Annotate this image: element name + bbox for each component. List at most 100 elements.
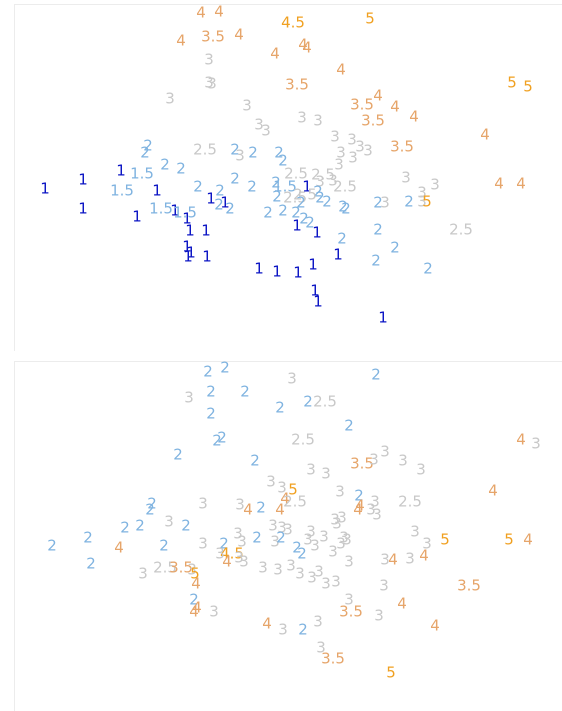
scatter-point-label: 3: [297, 109, 307, 127]
scatter-point-label: 2: [248, 144, 258, 162]
scatter-point-label: 2: [297, 545, 307, 563]
scatter-point-label: 2.5: [291, 431, 315, 449]
scatter-point-label: 1.5: [273, 178, 297, 196]
scatter-point-label: 2: [404, 193, 414, 211]
scatter-point-label: 1: [272, 263, 282, 281]
scatter-point-label: 3: [347, 131, 357, 149]
scatter-point-label: 3: [313, 613, 323, 631]
scatter-point-label: 3: [261, 122, 271, 140]
scatter-point-label: 1.5: [173, 204, 197, 222]
scatter-point-label: 4: [355, 497, 365, 515]
scatter-point-label: 3: [233, 525, 243, 543]
scatter-point-label: 4: [262, 615, 272, 633]
scatter-point-label: 2.5: [284, 165, 308, 183]
scatter-point-label: 3: [307, 569, 317, 587]
scatter-point-label: 1: [254, 260, 264, 278]
scatter-point-label: 4: [390, 98, 400, 116]
scatter-point-label: 2: [230, 170, 240, 188]
scatter-point-label: 3: [187, 561, 197, 579]
scatter-point-label: 3: [138, 565, 148, 583]
scatter-point-label: 4: [523, 531, 533, 549]
scatter-point-label: 2: [274, 144, 284, 162]
scatter-point-label: 4: [222, 553, 232, 571]
scatter-point-label: 2.5: [153, 559, 177, 577]
scatter-point-label: 1: [132, 208, 142, 226]
scatter-point-label: 1: [313, 293, 323, 311]
scatter-point-label: 2: [315, 189, 325, 207]
scatter-point-label: 3: [331, 573, 341, 591]
scatter-point-label: 2: [423, 260, 433, 278]
scatter-point-label: 3: [319, 528, 329, 546]
scatter-point-label: 1.5: [149, 200, 173, 218]
scatter-point-label: 2: [181, 517, 191, 535]
scatter-point-label: 2: [147, 495, 157, 513]
scatter-point-label: 2: [390, 239, 400, 257]
scatter-point-label: 2: [135, 517, 145, 535]
scatter-point-label: 3: [370, 493, 380, 511]
scatter-point-label: 2: [189, 591, 199, 609]
scatter-point-label: 3: [215, 545, 225, 563]
scatter-point-label: 3: [321, 465, 331, 483]
scatter-point-label: 5: [440, 531, 450, 549]
scatter-point-label: 1: [201, 222, 211, 240]
scatter-point-label: 1: [170, 202, 180, 220]
scatter-point-label: 4: [270, 45, 280, 63]
scatter-point-label: 3: [328, 172, 338, 190]
scatter-point-label: 2.5: [283, 189, 307, 207]
scatter-point-label: 3: [330, 511, 340, 529]
scatter-point-label: 2.5: [333, 178, 357, 196]
scatter-point-label: 2: [193, 178, 203, 196]
scatter-point-label: 2: [373, 194, 383, 212]
scatter-point-label: 3: [330, 128, 340, 146]
scatter-point-label: 4: [189, 603, 199, 621]
scatter-point-label: 3.5: [390, 138, 414, 156]
scatter-point-label: 3: [165, 90, 175, 108]
scatter-point-label: 3: [430, 176, 440, 194]
scatter-point-label: 3: [380, 443, 390, 461]
scatter-point-label: 3.5: [169, 559, 193, 577]
scatter-point-label: 2: [250, 452, 260, 470]
scatter-point-label: 2: [225, 200, 235, 218]
scatter-point-label: 1: [292, 217, 302, 235]
scatter-point-label: 4: [234, 26, 244, 44]
scatter-point-label: 4: [192, 599, 202, 617]
scatter-point-label: 3: [398, 452, 408, 470]
scatter-point-label: 2: [220, 359, 230, 377]
scatter-point-label: 2: [256, 499, 266, 517]
scatter-point-label: 1.5: [130, 165, 154, 183]
scatter-point-label: 1.5: [110, 182, 134, 200]
scatter-point-label: 5: [288, 481, 298, 499]
scatter-point-label: 3: [369, 451, 379, 469]
scatter-point-label: 3: [198, 495, 208, 513]
scatter-point-label: 3: [380, 194, 390, 212]
scatter-point-label: 3.5: [285, 76, 309, 94]
scatter-point-label: 3: [310, 537, 320, 555]
scatter-point-label: 2: [83, 529, 93, 547]
scatter-point-label: 3: [321, 575, 331, 593]
scatter-point-label: 3: [239, 553, 249, 571]
scatter-point-label: 2.5: [193, 141, 217, 159]
scatter-point-label: 1: [333, 246, 343, 264]
scatter-point-label: 3: [339, 529, 349, 547]
scatter-point-label: 2: [338, 198, 348, 216]
scatter-point-label: 3: [416, 461, 426, 479]
scatter-point-label: 2: [176, 160, 186, 178]
scatter-point-label: 3: [380, 551, 390, 569]
scatter-point-label: 3: [363, 142, 373, 160]
scatter-point-label: 2: [263, 204, 273, 222]
scatter-point-label: 4: [388, 551, 398, 569]
scatter-point-label: 4: [494, 175, 504, 193]
scatter-point-label: 2: [47, 537, 57, 555]
scatter-point-label: 4: [353, 501, 363, 519]
scatter-point-label: 3: [254, 116, 264, 134]
scatter-point-label: 3: [258, 559, 268, 577]
scatter-point-label: 1: [78, 171, 88, 189]
scatter-point-label: 1: [183, 248, 193, 266]
scatter-point-label: 3: [337, 509, 347, 527]
scatter-point-label: 4.5: [220, 545, 244, 563]
scatter-point-label: 4: [336, 61, 346, 79]
scatter-point-label: 3: [273, 561, 283, 579]
scatter-point-label: 3: [306, 523, 316, 541]
scatter-point-label: 2: [292, 539, 302, 557]
